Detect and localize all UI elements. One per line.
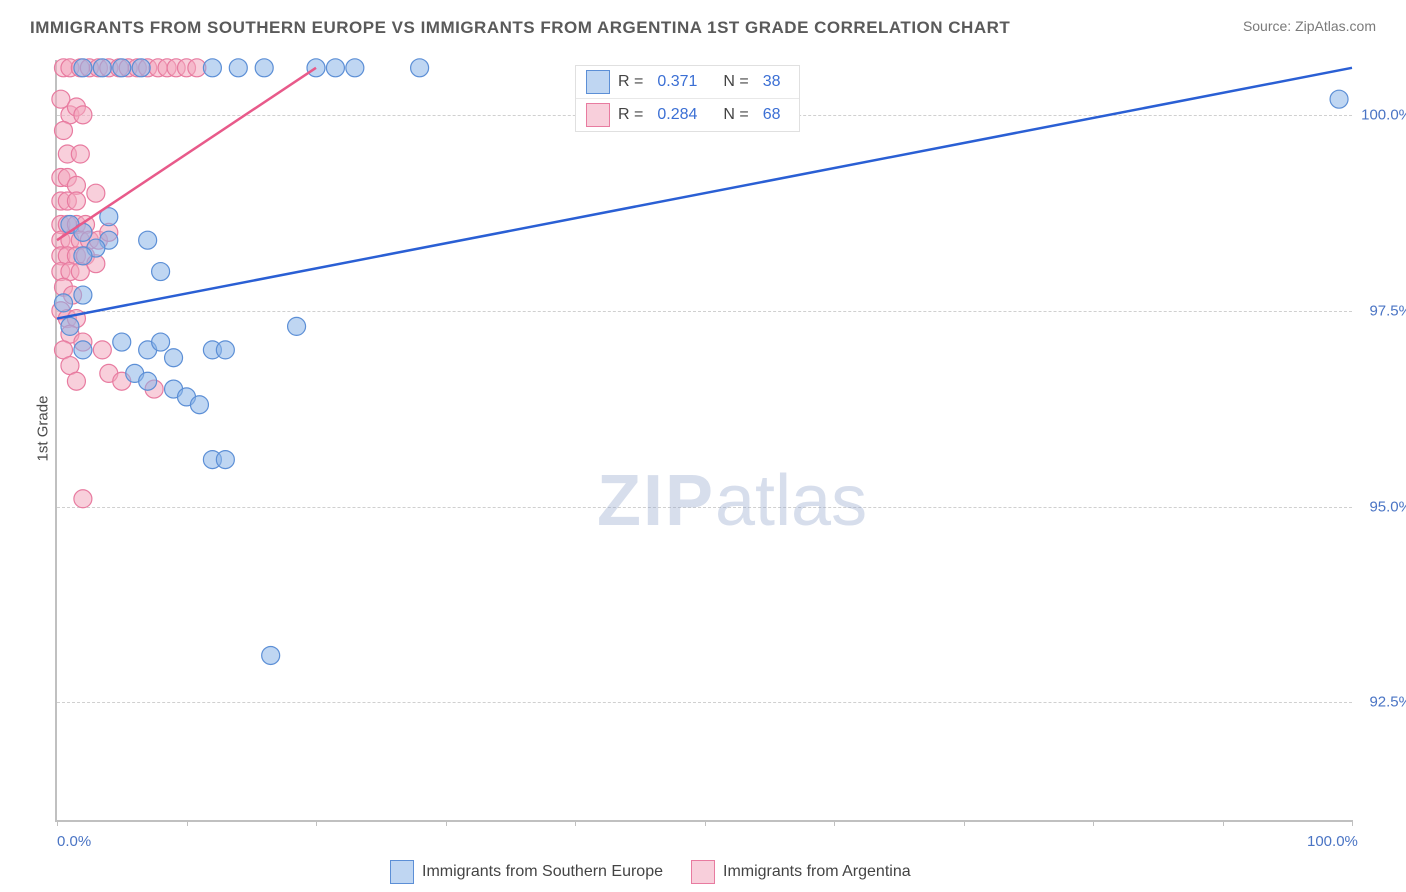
- scatter-point: [152, 263, 170, 281]
- source-attribution: Source: ZipAtlas.com: [1243, 18, 1376, 34]
- scatter-svg: [57, 60, 1352, 820]
- scatter-point: [54, 122, 72, 140]
- scatter-point: [411, 59, 429, 77]
- xtick-label: 0.0%: [57, 833, 91, 850]
- scatter-point: [113, 333, 131, 351]
- legend-label-1: Immigrants from Southern Europe: [422, 863, 663, 881]
- xtick: [964, 820, 965, 826]
- legend-swatch-1: [390, 860, 414, 884]
- r-label-1: R =: [618, 73, 643, 91]
- scatter-point: [190, 396, 208, 414]
- plot-area: ZIPatlas 92.5%95.0%97.5%100.0%0.0%100.0%: [55, 60, 1352, 822]
- xtick: [316, 820, 317, 826]
- scatter-point: [54, 294, 72, 312]
- correlation-row-series2: R = 0.284 N = 68: [576, 98, 799, 131]
- chart-title: IMMIGRANTS FROM SOUTHERN EUROPE VS IMMIG…: [30, 18, 1010, 38]
- legend-label-2: Immigrants from Argentina: [723, 863, 911, 881]
- legend-swatch-2: [691, 860, 715, 884]
- scatter-point: [93, 341, 111, 359]
- ytick-label: 95.0%: [1357, 498, 1406, 515]
- xtick: [705, 820, 706, 826]
- r-label-2: R =: [618, 106, 643, 124]
- xtick: [1223, 820, 1224, 826]
- n-value-1: 38: [763, 73, 781, 91]
- scatter-point: [229, 59, 247, 77]
- xtick: [187, 820, 188, 826]
- xtick: [834, 820, 835, 826]
- scatter-point: [152, 333, 170, 351]
- xtick: [446, 820, 447, 826]
- scatter-point: [74, 247, 92, 265]
- swatch-series2: [586, 103, 610, 127]
- scatter-point: [1330, 90, 1348, 108]
- scatter-point: [132, 59, 150, 77]
- scatter-point: [74, 341, 92, 359]
- scatter-point: [288, 317, 306, 335]
- ytick-label: 92.5%: [1357, 694, 1406, 711]
- trend-line: [57, 68, 316, 240]
- scatter-point: [93, 59, 111, 77]
- scatter-point: [113, 59, 131, 77]
- swatch-series1: [586, 70, 610, 94]
- xtick: [1093, 820, 1094, 826]
- ytick-label: 97.5%: [1357, 302, 1406, 319]
- scatter-point: [74, 106, 92, 124]
- correlation-legend: R = 0.371 N = 38 R = 0.284 N = 68: [575, 65, 800, 132]
- xtick-label: 100.0%: [1307, 833, 1358, 850]
- n-value-2: 68: [763, 106, 781, 124]
- y-axis-label: 1st Grade: [34, 396, 51, 462]
- series-legend: Immigrants from Southern Europe Immigran…: [390, 860, 911, 884]
- r-value-1: 0.371: [657, 73, 697, 91]
- scatter-point: [203, 59, 221, 77]
- scatter-point: [216, 341, 234, 359]
- xtick: [57, 820, 58, 826]
- scatter-point: [67, 372, 85, 390]
- scatter-point: [139, 231, 157, 249]
- source-label: Source:: [1243, 18, 1291, 34]
- scatter-point: [165, 349, 183, 367]
- source-name: ZipAtlas.com: [1295, 18, 1376, 34]
- scatter-point: [67, 192, 85, 210]
- ytick-label: 100.0%: [1357, 106, 1406, 123]
- scatter-point: [216, 451, 234, 469]
- scatter-point: [262, 646, 280, 664]
- scatter-point: [326, 59, 344, 77]
- scatter-point: [139, 372, 157, 390]
- scatter-point: [74, 286, 92, 304]
- n-label-2: N =: [723, 106, 748, 124]
- scatter-point: [61, 317, 79, 335]
- xtick: [1352, 820, 1353, 826]
- xtick: [575, 820, 576, 826]
- legend-item-series1: Immigrants from Southern Europe: [390, 860, 663, 884]
- scatter-point: [74, 490, 92, 508]
- scatter-point: [71, 145, 89, 163]
- scatter-point: [87, 184, 105, 202]
- scatter-point: [74, 59, 92, 77]
- correlation-row-series1: R = 0.371 N = 38: [576, 66, 799, 98]
- scatter-point: [255, 59, 273, 77]
- legend-item-series2: Immigrants from Argentina: [691, 860, 911, 884]
- scatter-point: [346, 59, 364, 77]
- n-label-1: N =: [723, 73, 748, 91]
- r-value-2: 0.284: [657, 106, 697, 124]
